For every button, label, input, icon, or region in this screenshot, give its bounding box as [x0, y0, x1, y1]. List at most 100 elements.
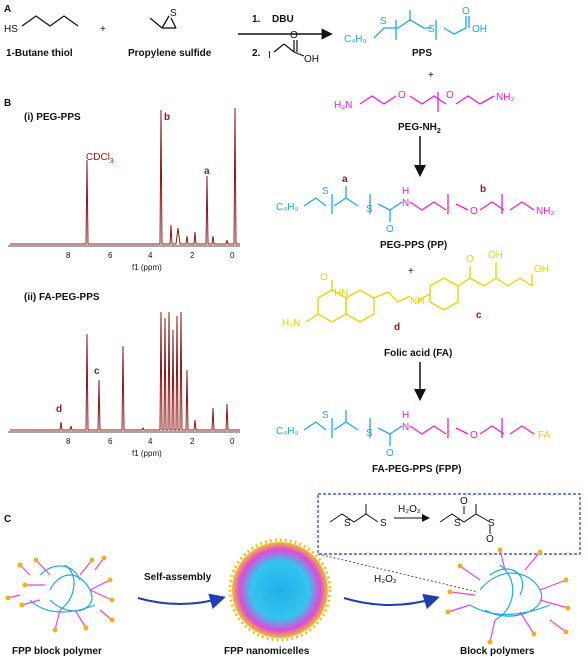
- svg-text:2: 2: [190, 437, 195, 446]
- fpp-h: H: [402, 410, 409, 421]
- nanomicelle-fa-shell: [228, 538, 332, 642]
- block-polymers-label: Block polymers: [460, 646, 535, 657]
- peg-o2: O: [446, 90, 454, 101]
- ox-o2: O: [486, 534, 494, 545]
- fpp-o2: O: [470, 430, 478, 441]
- pp-s1: S: [322, 186, 329, 197]
- fa-acid2: OH: [534, 264, 549, 275]
- spectrum2-trace: [10, 311, 240, 431]
- pp-nh2: NH₂: [536, 206, 554, 217]
- fa-label-c: c: [476, 310, 482, 321]
- fpp-block-polymer-illustration: [7, 557, 113, 631]
- fpp-o: O: [386, 448, 394, 459]
- spectrum1-ticks: 8 6 4 2 0: [66, 251, 235, 260]
- pps-o: O: [462, 6, 470, 17]
- propylene-s-atom: S: [170, 8, 177, 19]
- spectrum1-xlabel: f1 (ppm): [132, 263, 162, 272]
- svg-text:8: 8: [66, 437, 71, 446]
- svg-text:4: 4: [148, 251, 153, 260]
- fpp-name: FA-PEG-PPS (FPP): [372, 464, 461, 475]
- pp-n: N: [402, 198, 409, 209]
- fa-hn: HN: [334, 288, 348, 299]
- block-polymers-illustration: [447, 549, 569, 643]
- fpp-s2: S: [366, 428, 373, 439]
- step1-reagent: DBU: [272, 14, 294, 25]
- spectrum1-peak-a: a: [204, 166, 210, 177]
- svg-text:0: 0: [230, 251, 235, 260]
- pp-label-b: b: [480, 184, 486, 195]
- iodoacetic-acid-structure: [273, 40, 305, 57]
- ox-s3: S: [454, 518, 461, 529]
- self-assembly-label: Self-assembly: [144, 572, 212, 583]
- fa-h2n: H₂N: [282, 318, 300, 329]
- pp-name: PEG-PPS (PP): [380, 240, 447, 251]
- svg-text:8: 8: [66, 251, 71, 260]
- block-polymers-fa-tips: [445, 547, 571, 645]
- plus-c: +: [408, 266, 414, 277]
- nanomicelles-label: FPP nanomicelles: [224, 646, 310, 657]
- propylene-sulfide-structure: [149, 15, 177, 29]
- ox-s4: S: [488, 518, 495, 529]
- fa-acid1: OH: [488, 250, 503, 261]
- svg-text:4: 4: [148, 437, 153, 446]
- fa-oh-o: O: [320, 272, 328, 283]
- ox-o1: O: [460, 496, 468, 507]
- spectrum2-peak-d: d: [56, 404, 62, 415]
- fpp-block-polymer-fa-tips: [5, 555, 115, 633]
- pps-s2: S: [428, 24, 435, 35]
- fa-name: Folic acid (FA): [384, 348, 452, 359]
- fa-label-d: d: [394, 322, 400, 333]
- peg-h2n: H₂N: [334, 100, 352, 111]
- ox-leader: [317, 553, 479, 593]
- pps-oh: OH: [472, 24, 487, 35]
- plus-a: +: [100, 24, 106, 35]
- h2o2-label: H₂O₂: [374, 574, 397, 585]
- fa-nh: NH: [410, 296, 424, 307]
- h2o2-arrow: [343, 593, 440, 610]
- fa-o-amide: O: [466, 254, 474, 265]
- fpp-structure: [303, 410, 535, 446]
- svg-text:6: 6: [108, 251, 113, 260]
- panel-label-a: A: [4, 4, 11, 15]
- peg-nh2-structure: [359, 92, 495, 112]
- ox-s2: S: [380, 518, 387, 529]
- panel-label-b: B: [4, 98, 11, 109]
- oxygen-atom: O: [290, 30, 298, 41]
- svg-text:0: 0: [230, 437, 235, 446]
- iodoacetic-oh: OH: [304, 54, 319, 65]
- reagent2-name: Propylene sulfide: [128, 48, 212, 59]
- butane-thiol-structure: [21, 15, 79, 27]
- fpp-n: N: [402, 422, 409, 433]
- self-assembly-arrow: [137, 593, 226, 609]
- pp-s2: S: [366, 204, 373, 215]
- fpp-c4h9: C₄H₉: [276, 426, 299, 437]
- pp-c4h9: C₄H₉: [276, 202, 299, 213]
- sh-group: HS: [4, 24, 18, 35]
- pp-h: H: [402, 186, 409, 197]
- nanomicelle-sphere: [232, 542, 328, 638]
- ox-h2o2: H₂O₂: [398, 504, 421, 515]
- spectrum2-ticks: 8 6 4 2 0: [66, 437, 235, 446]
- pps-label: PPS: [412, 48, 432, 59]
- panel-label-c: C: [4, 514, 11, 525]
- fpp-s1: S: [322, 410, 329, 421]
- folic-acid-structure: [305, 262, 533, 323]
- reagent1-name: 1-Butane thiol: [6, 48, 73, 59]
- oxidation-box: [317, 493, 581, 555]
- fpp-block-polymer-label: FPP block polymer: [12, 646, 102, 657]
- peg-nh2-label: PEG-NH2: [398, 122, 441, 135]
- iodine-atom: I: [268, 50, 271, 61]
- pp-label-a: a: [342, 174, 348, 185]
- pps-structure: [373, 10, 470, 40]
- spectrum1-title: (i) PEG-PPS: [24, 112, 81, 123]
- spectrum1-peak-b: b: [164, 112, 170, 123]
- oxidation-product: [439, 504, 491, 534]
- pps-s1: S: [380, 16, 387, 27]
- spectrum2-peak-c: c: [94, 366, 100, 377]
- ox-s1: S: [344, 518, 351, 529]
- step1-number: 1.: [252, 14, 261, 25]
- pp-o: O: [386, 224, 394, 235]
- spectrum2-xlabel: f1 (ppm): [132, 449, 162, 458]
- oxidation-reactant: [329, 504, 379, 523]
- pps-c4h9: C₄H₉: [344, 34, 367, 45]
